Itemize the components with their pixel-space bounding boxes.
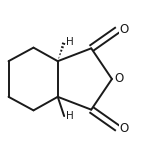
Text: O: O — [119, 23, 128, 36]
Text: H: H — [66, 37, 74, 47]
Text: H: H — [66, 111, 74, 121]
Text: O: O — [119, 122, 128, 135]
Text: O: O — [114, 73, 123, 85]
